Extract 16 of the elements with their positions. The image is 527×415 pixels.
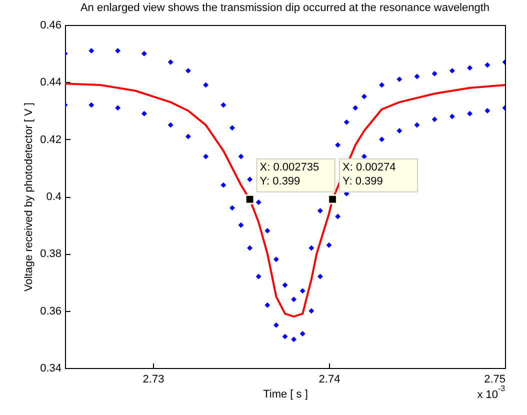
annotation: X: 0.00274 Y: 0.399 bbox=[342, 161, 396, 188]
y-tick-label: 0.34 bbox=[40, 362, 62, 374]
y-tick-label: 0.46 bbox=[40, 20, 62, 32]
y-tick-label: 0.38 bbox=[40, 248, 62, 260]
y-axis-title: Voltage received by photodetector [ V ] bbox=[23, 102, 36, 292]
x-tick-label: 2.74 bbox=[318, 374, 340, 386]
x-tick-label: 2.75 bbox=[484, 374, 506, 386]
x-axis-title: Time [ s ] bbox=[263, 388, 308, 400]
y-tick-label: 0.36 bbox=[40, 305, 62, 318]
chart-title: An enlarged view shows the transmission dip occurred at the resonance wavelength bbox=[80, 2, 490, 14]
line-series bbox=[65, 82, 505, 318]
annotation: X: 0.002735 Y: 0.399 bbox=[260, 161, 320, 188]
y-tick-label: 0.4 bbox=[46, 191, 62, 203]
y-tick-label: 0.44 bbox=[40, 76, 62, 89]
x-tick-label: 2.73 bbox=[142, 374, 164, 386]
y-tick-label: 0.42 bbox=[40, 134, 62, 146]
